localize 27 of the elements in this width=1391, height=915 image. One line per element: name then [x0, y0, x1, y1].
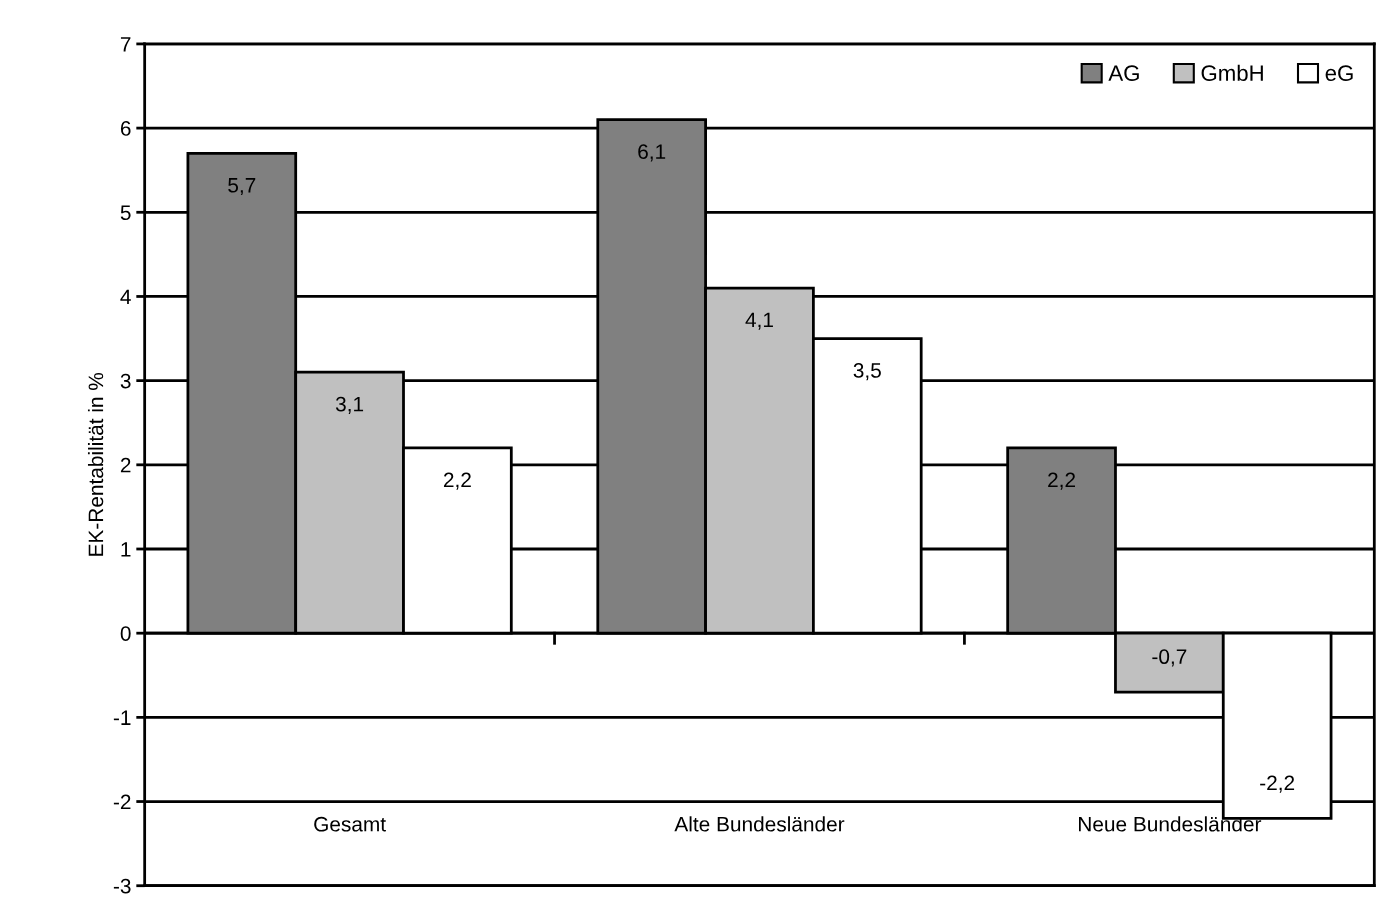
data-label: 2,2 — [1048, 472, 1075, 490]
y-tick-label: 0 — [120, 626, 131, 641]
y-tick-label: -2 — [113, 794, 131, 810]
data-label: 6,1 — [638, 144, 666, 162]
y-tick-label: 2 — [120, 457, 131, 473]
data-label: -0,7 — [1152, 649, 1187, 667]
data-label: 3,1 — [335, 396, 364, 414]
x-tick-label: Alte Bundesländer — [674, 816, 845, 832]
data-label: -2,2 — [1260, 775, 1295, 793]
data-label: 4,1 — [745, 312, 773, 330]
y-tick-label: -3 — [113, 878, 131, 894]
y-axis-title: EK-Rentabilität in % — [87, 372, 104, 556]
legend-label: AG — [1108, 65, 1139, 82]
y-tick-label: 7 — [120, 37, 131, 52]
y-tick-label: 3 — [120, 373, 131, 389]
y-tick-label: 4 — [120, 289, 131, 305]
y-tick-label: -1 — [113, 710, 131, 725]
y-tick-label: 6 — [120, 121, 131, 136]
legend-label: GmbH — [1201, 64, 1263, 82]
x-tick-label: Neue Bundesländer — [1079, 816, 1262, 832]
data-label: 2,2 — [443, 472, 471, 490]
data-label: 5,7 — [228, 178, 256, 196]
legend-label: eG — [1325, 65, 1353, 82]
y-tick-label: 5 — [120, 205, 131, 221]
y-tick-label: 1 — [121, 542, 131, 557]
x-tick-label: Gesamt — [314, 816, 386, 832]
data-label: 3,5 — [853, 363, 881, 381]
